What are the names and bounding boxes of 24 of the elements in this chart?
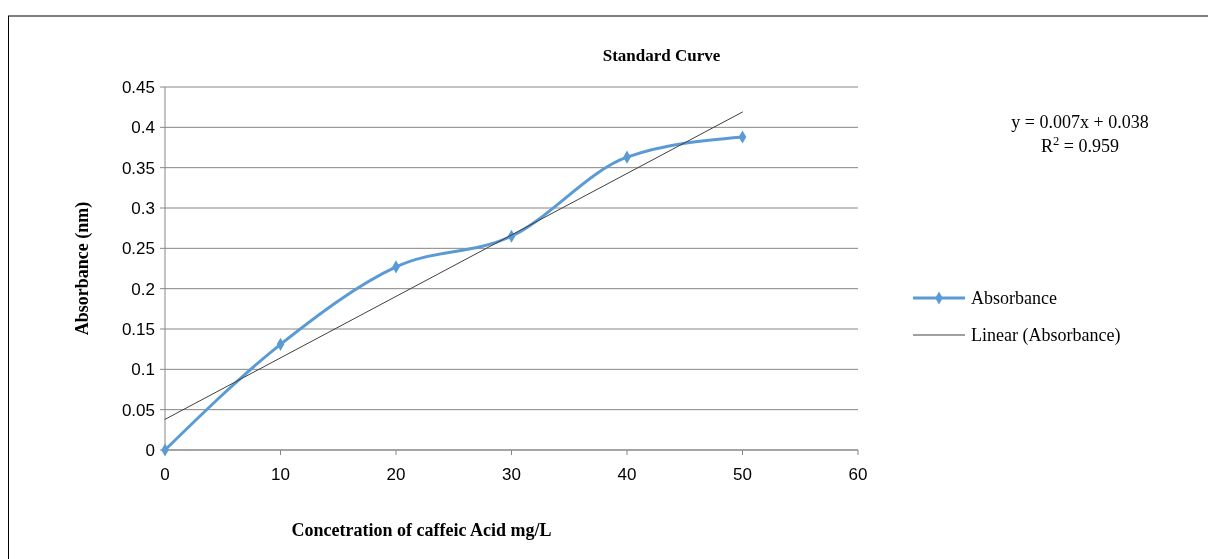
y-tick-label: 0.05: [121, 400, 155, 420]
text: R$^{2}$ = 0.959: [1041, 134, 1119, 156]
y-tick-label: 0.15: [121, 319, 155, 339]
text: y = 0.007x + 0.038: [1011, 112, 1149, 132]
y-tick-label: 0.3: [131, 198, 155, 218]
x-tick-label: 30: [502, 465, 521, 484]
x-axis-title: Concetration of caffeic Acid mg/L: [291, 520, 552, 540]
y-tick-label: 0.45: [121, 77, 155, 97]
y-tick-label: 0.1: [131, 360, 155, 380]
x-tick-label: 50: [733, 465, 752, 484]
y-tick-label: 0.25: [121, 239, 155, 259]
x-tick-label: 10: [271, 465, 290, 484]
y-tick-label: 0: [145, 440, 155, 460]
x-tick-label: 60: [848, 465, 868, 484]
x-tick-label: 40: [617, 465, 637, 484]
x-tick-label: 20: [386, 465, 406, 484]
legend-label: Absorbance: [971, 288, 1057, 309]
x-tick-label: 0: [160, 465, 170, 484]
y-tick-label: 0.2: [131, 279, 155, 299]
chart-title: Standard Curve: [602, 46, 721, 65]
legend-label: Linear (Absorbance): [971, 325, 1121, 347]
y-tick-label: 0.4: [131, 118, 155, 138]
y-axis-title: Absorbance (nm): [72, 201, 93, 336]
y-tick-label: 0.35: [121, 158, 155, 178]
